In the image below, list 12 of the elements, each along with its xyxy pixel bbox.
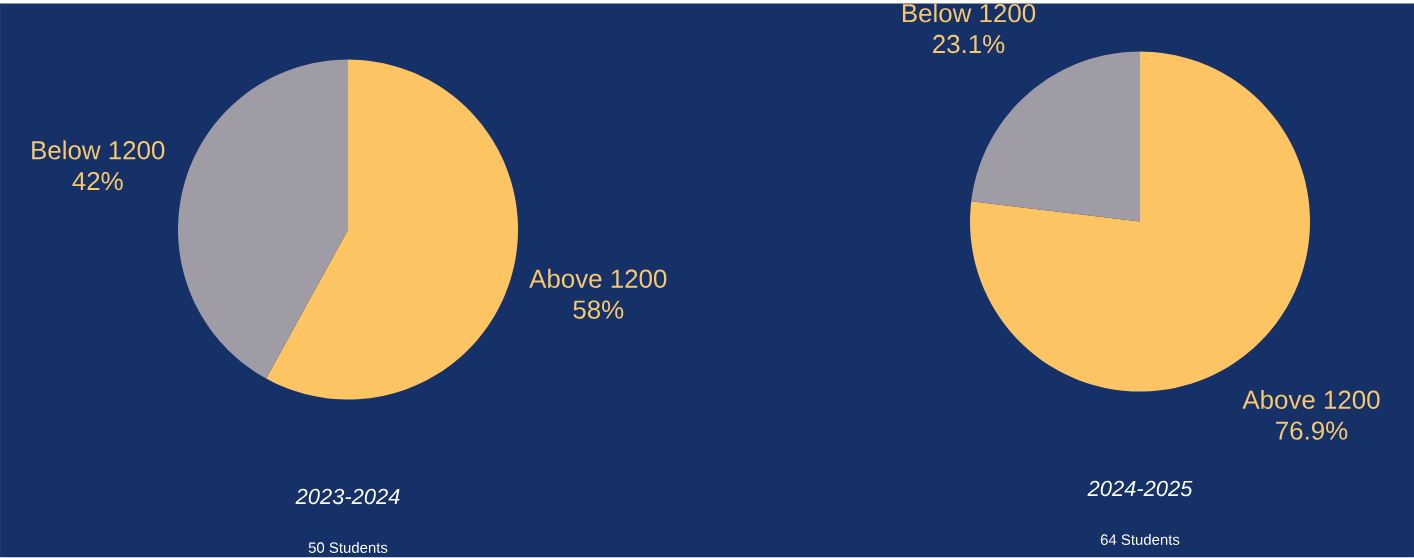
text: 50 Students bbox=[308, 542, 388, 554]
text: 64 Students bbox=[1100, 534, 1180, 546]
slice-label: Above 1200 bbox=[1242, 390, 1380, 410]
data-label: 76.9% bbox=[1276, 421, 1348, 441]
slice-label: Below 1200 bbox=[32, 140, 165, 160]
slice-label: Above 1200 bbox=[529, 269, 667, 289]
data-label: 23.1% bbox=[933, 35, 1005, 54]
data-label: 58% bbox=[573, 300, 624, 319]
text: 2024-2025 bbox=[1087, 480, 1193, 497]
slice-label: Below 1200 bbox=[902, 3, 1036, 23]
data-label: 42% bbox=[72, 172, 123, 191]
text: 2023-2024 bbox=[295, 488, 400, 505]
